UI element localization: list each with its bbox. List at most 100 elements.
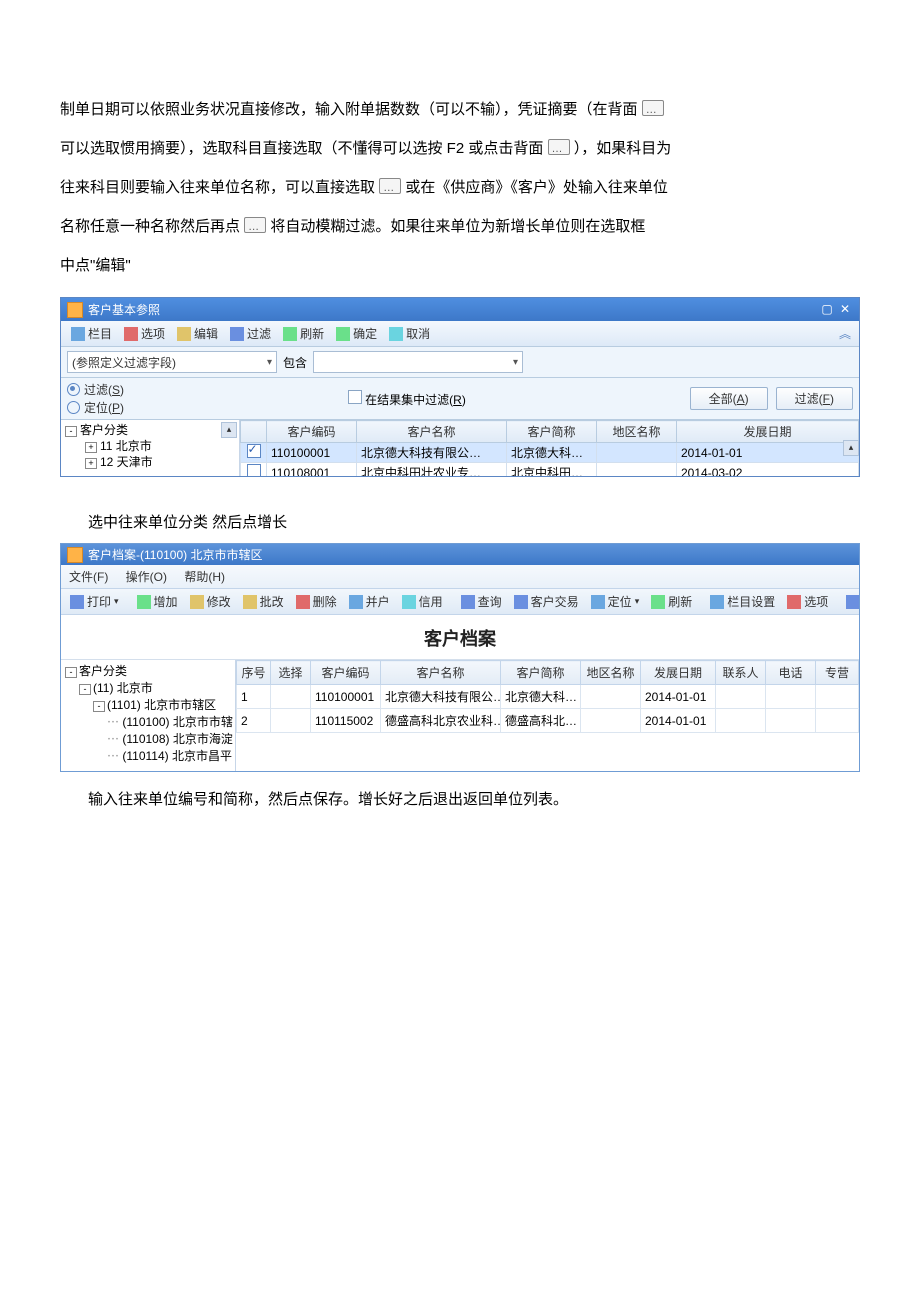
filter-value-combo[interactable]: ▾	[313, 351, 523, 373]
table-row[interactable]: 110108001 北京中科田壮农业专… 北京中科田… 2014-03-02	[241, 463, 859, 477]
print-button[interactable]: 打印▾	[65, 592, 124, 611]
options-button[interactable]: 选项	[782, 592, 833, 611]
category-tree[interactable]: -客户分类 -(11) 北京市 -(1101) 北京市市辖区 ⋯ (110100…	[61, 660, 236, 771]
intro-l4b: 将自动模糊过滤。如果往来单位为新增长单位则在选取框	[270, 218, 645, 235]
radio-locate[interactable]: 定位(P)	[67, 399, 124, 416]
delete-icon	[296, 595, 310, 609]
locate-button[interactable]: 定位▾	[586, 592, 645, 611]
table-row[interactable]: 2 110115002 德盛高科北京农业科… 德盛高科北… 2014-01-01	[237, 709, 859, 733]
col-check[interactable]	[241, 421, 267, 443]
trade-button[interactable]: 客户交易	[509, 592, 584, 611]
filter-field-combo[interactable]: (参照定义过滤字段)▾	[67, 351, 277, 373]
col-phone[interactable]: 电话	[766, 661, 816, 685]
filter-row2: 过滤(S) 定位(P) 在结果集中过滤(R) 全部(A) 过滤(F)	[61, 378, 859, 420]
row-checkbox[interactable]	[247, 464, 261, 476]
credit-icon	[402, 595, 416, 609]
cancel-icon	[389, 327, 403, 341]
col-date[interactable]: 发展日期	[677, 421, 859, 443]
radio-icon	[67, 401, 80, 414]
refresh-button[interactable]: 刷新	[279, 324, 328, 343]
window-titlebar[interactable]: 客户档案-(110100) 北京市市辖区	[61, 544, 859, 565]
col-seq[interactable]: 序号	[237, 661, 271, 685]
tree-node[interactable]: (110108) 北京市海淀	[122, 732, 232, 746]
page-heading: 客户档案	[61, 615, 859, 660]
menu-help[interactable]: 帮助(H)	[184, 570, 225, 584]
selall-button[interactable]: 全选	[841, 592, 859, 611]
collapse-icon[interactable]: ︽	[839, 325, 851, 342]
tree-node[interactable]: (1101) 北京市市辖区	[107, 698, 216, 712]
options-icon	[124, 327, 138, 341]
col-sel[interactable]: 选择	[271, 661, 311, 685]
filter-icon	[230, 327, 244, 341]
tree-root[interactable]: 客户分类	[79, 664, 127, 678]
menu-operate[interactable]: 操作(O)	[126, 570, 167, 584]
menubar: 文件(F) 操作(O) 帮助(H)	[61, 565, 859, 589]
close-button[interactable]: ✕	[837, 303, 853, 317]
delete-button[interactable]: 删除	[291, 592, 342, 611]
intro-l2a: 可以选取惯用摘要），选取科目直接选取（不懂得可以选按 F2 或点击背面	[60, 140, 543, 157]
intro-l3b: 或在《供应商》《客户》处输入往来单位	[405, 179, 668, 196]
dialog-titlebar[interactable]: 客户基本参照 ▢ ✕	[61, 298, 859, 321]
table-row[interactable]: 1 110100001 北京德大科技有限公… 北京德大科… 2014-01-01	[237, 685, 859, 709]
col-area[interactable]: 地区名称	[581, 661, 641, 685]
columns-button[interactable]: 栏目	[67, 324, 116, 343]
open-icon	[349, 595, 363, 609]
customer-archive-window: 客户档案-(110100) 北京市市辖区 文件(F) 操作(O) 帮助(H) 打…	[60, 543, 860, 772]
tree-node[interactable]: 12 天津市	[100, 455, 153, 469]
intro-l4a: 名称任意一种名称然后再点	[60, 218, 244, 235]
options-button[interactable]: 选项	[120, 324, 169, 343]
tree-node[interactable]: (11) 北京市	[93, 681, 153, 695]
add-button[interactable]: 增加	[132, 592, 183, 611]
checkbox-in-result[interactable]	[348, 390, 362, 404]
col-short[interactable]: 客户简称	[501, 661, 581, 685]
col-code[interactable]: 客户编码	[267, 421, 357, 443]
edit-button[interactable]: 编辑	[173, 324, 222, 343]
col-area[interactable]: 地区名称	[597, 421, 677, 443]
col-name[interactable]: 客户名称	[381, 661, 501, 685]
app-icon	[67, 547, 83, 563]
customer-grid[interactable]: ▴ 客户编码 客户名称 客户简称 地区名称 发展日期	[240, 420, 859, 476]
search-icon	[461, 595, 475, 609]
radio-filter[interactable]: 过滤(S)	[67, 381, 124, 398]
modify-button[interactable]: 修改	[185, 592, 236, 611]
radio-icon	[67, 383, 80, 396]
batch-icon	[243, 595, 257, 609]
minimize-button[interactable]: ▢	[819, 303, 835, 317]
ellipsis-icon	[548, 139, 570, 155]
query-button[interactable]: 查询	[456, 592, 507, 611]
col-code[interactable]: 客户编码	[311, 661, 381, 685]
row-checkbox[interactable]	[247, 444, 261, 458]
ok-button[interactable]: 确定	[332, 324, 381, 343]
selall-icon	[846, 595, 859, 609]
refresh-button[interactable]: 刷新	[646, 592, 697, 611]
open-button[interactable]: 并户	[344, 592, 395, 611]
intro-l5: 中点"编辑"	[60, 257, 131, 274]
chevron-down-icon: ▾	[261, 357, 272, 368]
col-name[interactable]: 客户名称	[357, 421, 507, 443]
trade-icon	[514, 595, 528, 609]
tree-node[interactable]: (110114) 北京市昌平	[122, 749, 232, 763]
menu-file[interactable]: 文件(F)	[69, 570, 108, 584]
col-date[interactable]: 发展日期	[641, 661, 716, 685]
tree-root[interactable]: 客户分类	[80, 423, 128, 437]
archive-grid[interactable]: 序号 选择 客户编码 客户名称 客户简称 地区名称 发展日期 联系人 电话 专营…	[236, 660, 859, 771]
all-button[interactable]: 全部(A)	[690, 387, 768, 410]
intro-l3a: 往来科目则要输入往来单位名称，可以直接选取	[60, 179, 375, 196]
batch-button[interactable]: 批改	[238, 592, 289, 611]
chevron-down-icon: ▾	[507, 357, 518, 368]
credit-button[interactable]: 信用	[397, 592, 448, 611]
col-spec[interactable]: 专营	[816, 661, 859, 685]
category-tree[interactable]: ▴ -客户分类 +11 北京市 +12 天津市	[61, 420, 240, 476]
filter-button[interactable]: 过滤	[226, 324, 275, 343]
colset-button[interactable]: 栏目设置	[705, 592, 780, 611]
scroll-up-icon[interactable]: ▴	[221, 422, 237, 438]
col-contact[interactable]: 联系人	[716, 661, 766, 685]
scroll-up-icon[interactable]: ▴	[843, 440, 859, 456]
tree-node[interactable]: 11 北京市	[100, 439, 152, 453]
do-filter-button[interactable]: 过滤(F)	[776, 387, 853, 410]
tree-node[interactable]: (110100) 北京市市辖	[122, 715, 232, 729]
refresh-icon	[651, 595, 665, 609]
col-short[interactable]: 客户简称	[507, 421, 597, 443]
table-row[interactable]: 110100001 北京德大科技有限公… 北京德大科… 2014-01-01	[241, 443, 859, 463]
cancel-button[interactable]: 取消	[385, 324, 434, 343]
